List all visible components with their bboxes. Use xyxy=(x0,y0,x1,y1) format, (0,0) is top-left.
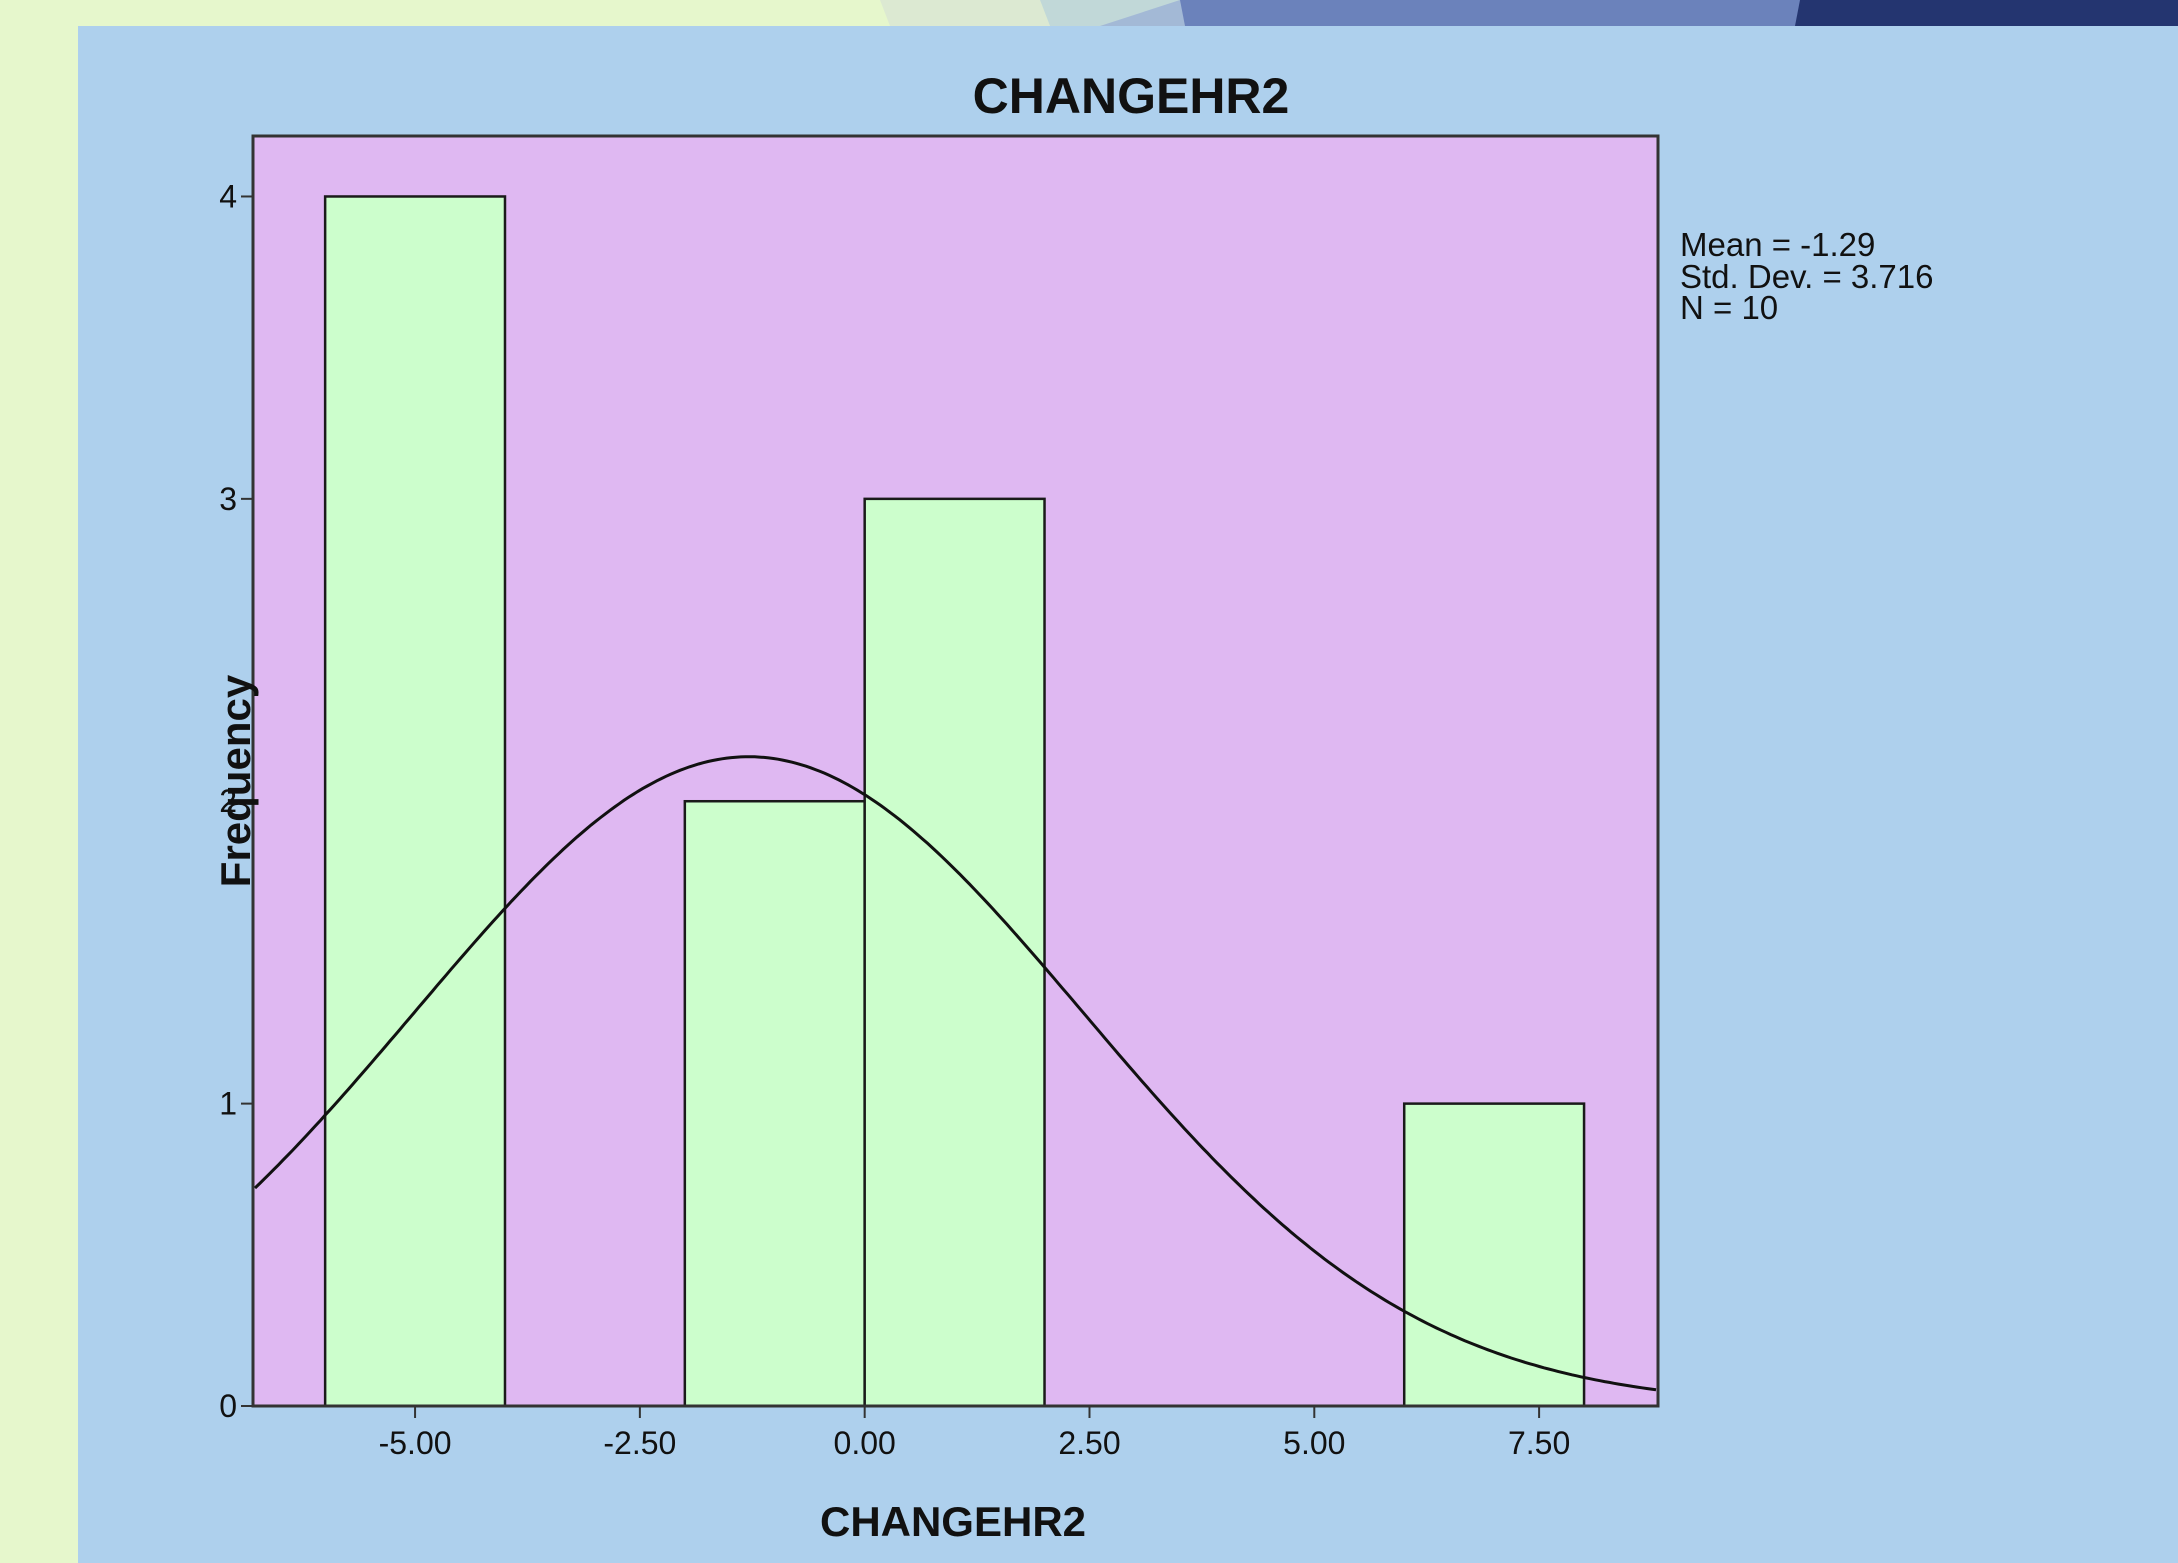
y-tick-label: 3 xyxy=(219,481,237,517)
x-tick-label: 0.00 xyxy=(834,1425,896,1461)
stat-mean: Mean = -1.29 xyxy=(1680,226,1875,263)
y-axis: 0 1 2 3 4 xyxy=(219,178,253,1424)
x-tick-label: -2.50 xyxy=(603,1425,676,1461)
histogram-bar xyxy=(323,195,507,1408)
chart-panel: CHANGEHR2 0 1 2 3 4 -5.00 -2.50 0.00 2.50 5.00 7.… xyxy=(78,26,2178,1563)
y-tick-label: 0 xyxy=(219,1388,237,1424)
histogram-bar xyxy=(863,497,1046,1408)
x-tick-label: 5.00 xyxy=(1283,1425,1345,1461)
y-axis-title: Frequency xyxy=(212,674,259,887)
x-tick-label: 2.50 xyxy=(1058,1425,1120,1461)
top-decorative-band xyxy=(0,0,2178,26)
plot-border xyxy=(251,134,1660,1408)
stat-std-dev: Std. Dev. = 3.716 xyxy=(1680,258,1933,295)
chart-title: CHANGEHR2 xyxy=(973,68,1290,124)
y-tick-label: 1 xyxy=(219,1086,237,1122)
stat-n: N = 10 xyxy=(1680,289,1778,326)
y-tick-label: 2 xyxy=(219,783,237,819)
histogram-bar xyxy=(1402,1102,1586,1408)
x-tick-label: -5.00 xyxy=(379,1425,452,1461)
x-axis: -5.00 -2.50 0.00 2.50 5.00 7.50 xyxy=(379,1406,1570,1461)
histogram-chart: CHANGEHR2 0 1 2 3 4 -5.00 -2.50 0.00 2.50 5.00 7.… xyxy=(212,68,1933,1545)
histogram-bar xyxy=(683,799,866,1408)
normal-curve xyxy=(253,755,1657,1392)
x-axis-title: CHANGEHR2 xyxy=(820,1498,1086,1545)
x-tick-label: 7.50 xyxy=(1508,1425,1570,1461)
y-tick-label: 4 xyxy=(219,178,237,214)
